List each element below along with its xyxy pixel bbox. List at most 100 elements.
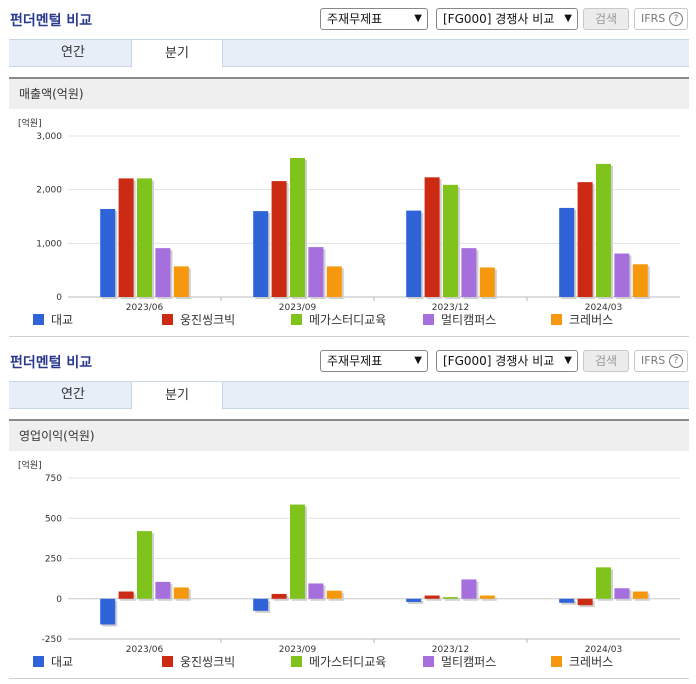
x-tick-label: 2024/03 xyxy=(585,303,622,313)
section-title: 영업이익(억원) xyxy=(9,419,689,451)
x-tick-label: 2023/12 xyxy=(432,303,469,313)
bar-웅진씽크빅-2023-12[interactable] xyxy=(424,177,440,297)
tab-quarterly[interactable]: 분기 xyxy=(131,381,223,410)
compare-select[interactable]: [FG000] 경쟁사 비교 ▼ xyxy=(436,8,578,30)
bar-메가스터디교육-2023-06[interactable] xyxy=(137,178,152,297)
x-tick-label: 2024/03 xyxy=(585,645,622,655)
bar-크레버스-2023-12[interactable] xyxy=(479,267,495,297)
statement-select[interactable]: 주재무제표 ▼ xyxy=(320,8,428,30)
bar-대교-2024-03[interactable] xyxy=(559,207,575,297)
bar-멀티캠퍼스-2024-03[interactable] xyxy=(614,253,630,297)
operating-profit-bar-chart: [억원] -250 0 250 500 750 2023/06 2023/09 2023/12 2… xyxy=(18,459,680,655)
ifrs-button[interactable]: IFRS ? xyxy=(634,8,688,30)
bar-웅진씽크빅-2023-06[interactable] xyxy=(118,591,134,599)
y-tick-label: 0 xyxy=(56,293,62,303)
chart-legend: 대교 웅진씽크빅 메가스터디교육 멀티캠퍼스 크레버스 xyxy=(0,654,696,670)
bar-대교-2023-09[interactable] xyxy=(253,211,269,297)
search-button[interactable]: 검색 xyxy=(583,8,629,30)
help-icon[interactable]: ? xyxy=(669,354,683,368)
bar-멀티캠퍼스-2024-03[interactable] xyxy=(614,588,630,599)
legend-label: 크레버스 xyxy=(569,313,614,327)
y-tick-label: 0 xyxy=(56,595,62,605)
x-tick-label: 2023/06 xyxy=(126,303,164,313)
legend-swatch xyxy=(551,656,562,667)
ifrs-label: IFRS xyxy=(641,354,666,367)
bar-대교-2023-09[interactable] xyxy=(253,598,269,611)
search-button[interactable]: 검색 xyxy=(583,350,629,372)
legend-label: 메가스터디교육 xyxy=(309,655,387,669)
bar-웅진씽크빅-2023-12[interactable] xyxy=(424,595,440,599)
bar-메가스터디교육-2023-09[interactable] xyxy=(290,504,305,599)
panel-title: 펀더멘털 비교 xyxy=(10,355,93,371)
statement-select[interactable]: 주재무제표 ▼ xyxy=(320,350,428,372)
legend-label: 크레버스 xyxy=(569,655,614,669)
revenue-bar-chart: [억원] 0 1,000 2,000 3,000 2023/06 2023/09 2023/1… xyxy=(18,117,680,313)
bar-크레버스-2023-09[interactable] xyxy=(326,266,342,297)
bar-메가스터디교육-2024-03[interactable] xyxy=(596,163,611,297)
compare-select[interactable]: [FG000] 경쟁사 비교 ▼ xyxy=(436,350,578,372)
bar-메가스터디교육-2023-12[interactable] xyxy=(443,184,458,297)
tab-annual[interactable]: 연간 xyxy=(61,387,85,402)
bar-멀티캠퍼스-2023-06[interactable] xyxy=(155,581,171,599)
legend-label: 메가스터디교육 xyxy=(309,313,387,327)
panel-title: 펀더멘털 비교 xyxy=(10,13,93,29)
legend-swatch xyxy=(162,314,173,325)
compare-select-value: [FG000] 경쟁사 비교 xyxy=(443,12,555,26)
divider xyxy=(9,678,689,679)
legend-swatch xyxy=(291,314,302,325)
bar-크레버스-2023-12[interactable] xyxy=(479,595,495,599)
x-tick-label: 2023/06 xyxy=(126,645,164,655)
bar-크레버스-2024-03[interactable] xyxy=(632,264,648,297)
bar-크레버스-2023-06[interactable] xyxy=(173,266,189,297)
y-unit-label: [억원] xyxy=(18,459,42,471)
bar-메가스터디교육-2023-12[interactable] xyxy=(443,597,458,599)
bar-멀티캠퍼스-2023-12[interactable] xyxy=(461,579,477,599)
chevron-down-icon: ▼ xyxy=(414,355,422,366)
tab-quarterly[interactable]: 분기 xyxy=(131,39,223,68)
bar-대교-2023-12[interactable] xyxy=(406,210,422,297)
bar-멀티캠퍼스-2023-09[interactable] xyxy=(308,583,324,599)
period-tabs: 연간 분기 xyxy=(9,381,689,410)
x-tick-label: 2023/09 xyxy=(279,645,317,655)
y-tick-label: 500 xyxy=(45,514,62,524)
divider xyxy=(9,336,689,337)
legend-label: 대교 xyxy=(51,313,74,327)
bar-웅진씽크빅-2023-09[interactable] xyxy=(271,593,287,599)
y-tick-label: -250 xyxy=(42,635,63,645)
ifrs-label: IFRS xyxy=(641,12,666,25)
y-tick-label: 1,000 xyxy=(36,239,62,249)
y-tick-label: 250 xyxy=(45,555,62,565)
bar-크레버스-2023-06[interactable] xyxy=(173,587,189,599)
bar-메가스터디교육-2023-09[interactable] xyxy=(290,158,305,297)
bar-shadow xyxy=(408,600,424,604)
help-icon[interactable]: ? xyxy=(669,12,683,26)
legend-swatch xyxy=(423,656,434,667)
legend-label: 멀티캠퍼스 xyxy=(441,655,497,669)
bar-대교-2024-03[interactable] xyxy=(559,598,575,603)
bar-웅진씽크빅-2024-03[interactable] xyxy=(577,182,593,297)
bar-대교-2023-06[interactable] xyxy=(100,208,116,297)
ifrs-button[interactable]: IFRS ? xyxy=(634,350,688,372)
legend-swatch xyxy=(162,656,173,667)
bar-크레버스-2023-09[interactable] xyxy=(326,590,342,599)
bar-웅진씽크빅-2023-06[interactable] xyxy=(118,178,134,297)
bar-멀티캠퍼스-2023-12[interactable] xyxy=(461,248,477,297)
chevron-down-icon: ▼ xyxy=(564,13,572,24)
legend-swatch xyxy=(423,314,434,325)
bar-메가스터디교육-2024-03[interactable] xyxy=(596,567,611,599)
bar-대교-2023-06[interactable] xyxy=(100,598,116,625)
bar-크레버스-2024-03[interactable] xyxy=(632,591,648,599)
x-tick-label: 2023/12 xyxy=(432,645,469,655)
bar-메가스터디교육-2023-06[interactable] xyxy=(137,531,152,599)
bar-웅진씽크빅-2024-03[interactable] xyxy=(577,598,593,606)
bar-멀티캠퍼스-2023-09[interactable] xyxy=(308,247,324,297)
statement-select-value: 주재무제표 xyxy=(327,354,383,368)
fundamental-panel-revenue: 펀더멘털 비교 주재무제표 ▼ [FG000] 경쟁사 비교 ▼ 검색 IFRS… xyxy=(9,8,689,337)
section-title: 매출액(억원) xyxy=(9,77,689,109)
bar-shadow xyxy=(481,597,497,601)
bar-대교-2023-12[interactable] xyxy=(406,598,422,602)
tab-annual[interactable]: 연간 xyxy=(61,45,85,60)
bar-멀티캠퍼스-2023-06[interactable] xyxy=(155,248,171,297)
legend-label: 웅진씽크빅 xyxy=(180,655,236,669)
bar-웅진씽크빅-2023-09[interactable] xyxy=(271,181,287,297)
